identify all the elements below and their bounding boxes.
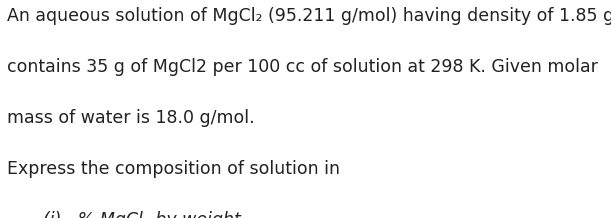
Text: contains 35 g of MgCl2 per 100 cc of solution at 298 K. Given molar: contains 35 g of MgCl2 per 100 cc of sol… — [7, 58, 598, 76]
Text: (i)   % MgCl₂ by weight: (i) % MgCl₂ by weight — [43, 211, 241, 218]
Text: mass of water is 18.0 g/mol.: mass of water is 18.0 g/mol. — [7, 109, 255, 127]
Text: An aqueous solution of MgCl₂ (95.211 g/mol) having density of 1.85 g/cc: An aqueous solution of MgCl₂ (95.211 g/m… — [7, 7, 611, 25]
Text: Express the composition of solution in: Express the composition of solution in — [7, 160, 340, 178]
